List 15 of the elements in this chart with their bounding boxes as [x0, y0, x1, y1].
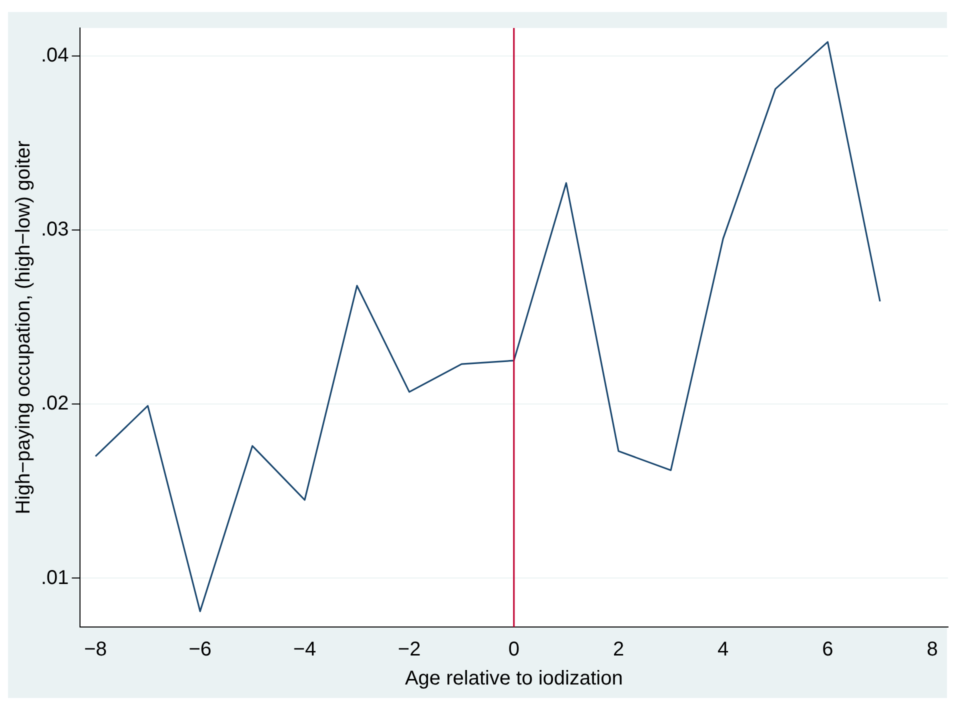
y-tick-label: .03: [40, 218, 69, 241]
x-tick-label: −8: [84, 638, 107, 661]
x-tick-label: 4: [718, 638, 729, 661]
y-tick-label: .01: [40, 566, 69, 589]
x-tick-label: −4: [293, 638, 316, 661]
x-tick-label: 6: [822, 638, 834, 661]
x-tick-label: −6: [188, 638, 212, 661]
x-tick-label: 2: [612, 638, 624, 661]
x-tick-label: 8: [926, 638, 938, 661]
y-tick-label: .02: [40, 392, 69, 415]
y-axis-title: High−paying occupation, (high−low) goiter: [12, 140, 35, 514]
y-tick-label: .04: [40, 44, 69, 66]
x-tick-label: −2: [398, 638, 421, 661]
x-tick-label: 0: [508, 638, 520, 661]
x-axis-title: Age relative to iodization: [404, 668, 623, 690]
